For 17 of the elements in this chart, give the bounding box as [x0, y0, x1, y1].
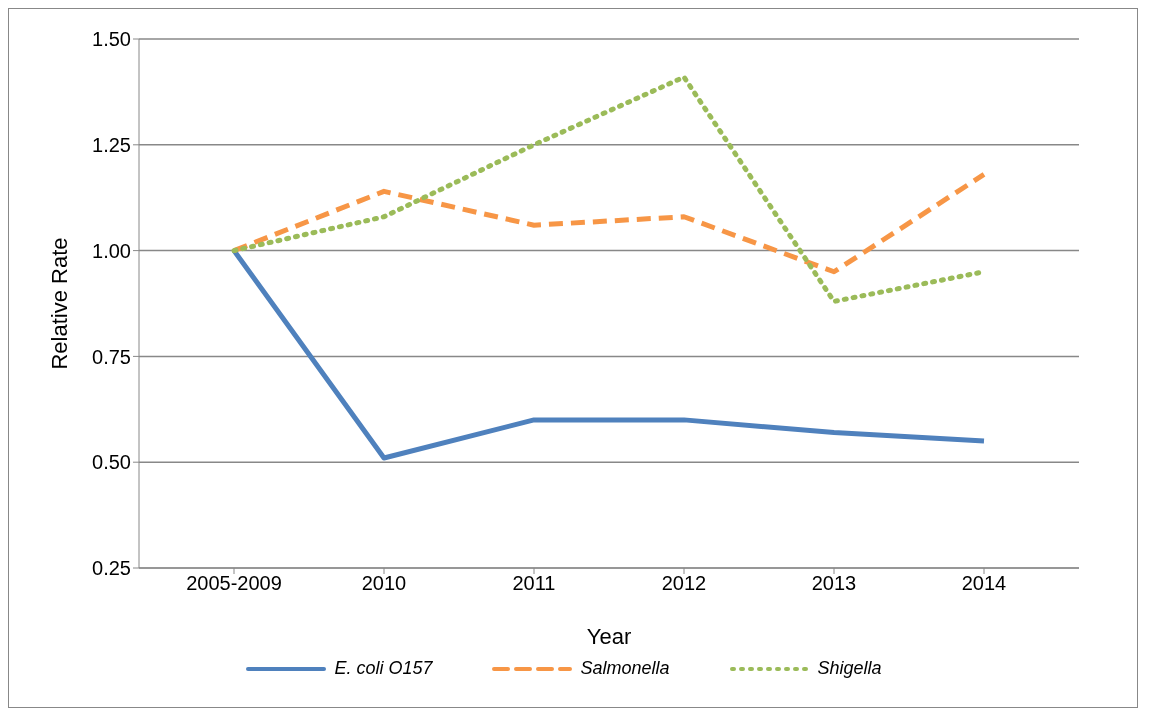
legend-label: E. coli O157	[334, 658, 433, 679]
x-axis-title: Year	[586, 624, 632, 649]
x-tick-label: 2011	[512, 572, 556, 595]
x-tick-label: 2013	[811, 572, 857, 595]
y-tick-label: 0.75	[92, 345, 131, 368]
x-tick-label: 2012	[661, 572, 707, 595]
y-tick-label: 0.50	[92, 451, 131, 474]
legend-label: Shigella	[817, 658, 882, 679]
y-tick-label: 1.00	[92, 239, 131, 262]
x-tick-label: 2005-2009	[186, 572, 282, 595]
x-tick-label: 2010	[361, 572, 407, 595]
legend-label: Salmonella	[580, 658, 670, 679]
y-tick-label: 1.50	[92, 28, 131, 51]
y-tick-label: 1.25	[92, 133, 131, 156]
y-axis-title: Relative Rate	[46, 237, 72, 370]
x-tick-label: 2014	[961, 572, 1007, 595]
y-tick-label: 0.25	[92, 557, 131, 580]
